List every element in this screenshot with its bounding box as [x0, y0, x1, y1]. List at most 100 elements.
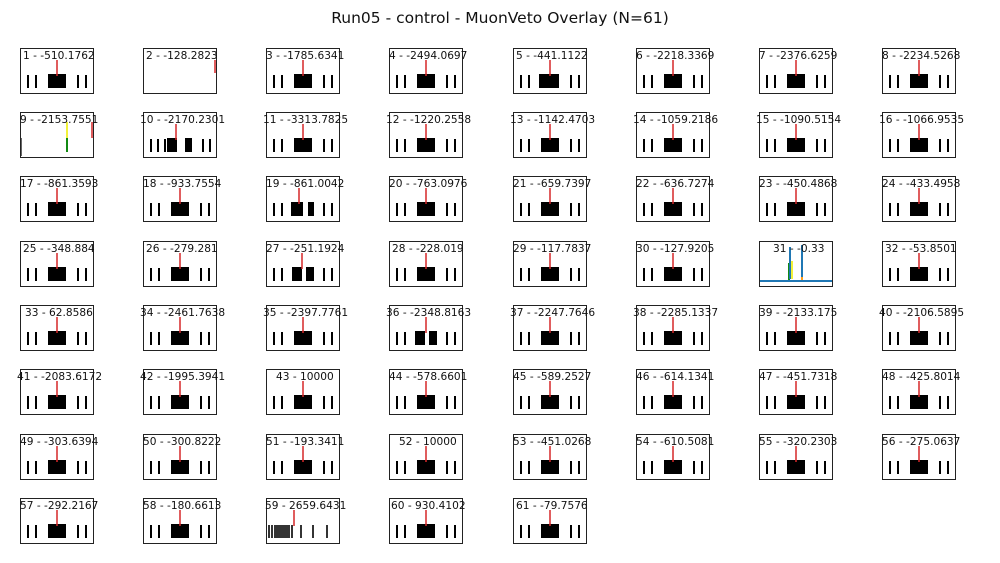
panel-plot [143, 176, 217, 222]
panel-label: 58 - -180.6613 [143, 500, 222, 512]
panel-label: 30 - -127.9205 [636, 243, 715, 255]
panel-23: 23 - -450.4868 [759, 176, 837, 222]
panel-34: 34 - -2461.7638 [140, 305, 225, 351]
pulse-block [787, 460, 805, 474]
pulse-block [415, 331, 425, 345]
panel-plot [389, 305, 463, 351]
panel-20: 20 - -763.0976 [389, 176, 467, 222]
panel-38: 38 - -2285.1337 [633, 305, 718, 351]
panel-frame [389, 369, 463, 415]
panel-label: 22 - -636.7274 [636, 178, 715, 190]
panel-label: 40 - -2106.5895 [879, 307, 965, 319]
panel-plot [266, 112, 340, 158]
panel-9: 9 - -2153.7551 [20, 112, 98, 158]
panel-plot [636, 176, 710, 222]
pulse-block [294, 331, 312, 345]
panel-frame [759, 434, 833, 480]
panel-frame [20, 369, 94, 415]
panel-plot [882, 48, 956, 94]
panel-label: 2 - -128.2823 [146, 50, 218, 62]
panel-frame [389, 305, 463, 351]
panel-frame [759, 241, 833, 287]
panel-plot [20, 112, 94, 158]
panel-plot [143, 48, 217, 94]
panel-25: 25 - -348.884 [20, 241, 95, 287]
panel-plot [389, 176, 463, 222]
panel-1: 1 - -510.1762 [20, 48, 95, 94]
panel-label: 36 - -2348.8163 [386, 307, 472, 319]
panel-24: 24 - -433.4958 [882, 176, 960, 222]
panel-33: 33 - 62.8586 [20, 305, 94, 351]
panel-label: 38 - -2285.1337 [633, 307, 719, 319]
panel-frame [143, 241, 217, 287]
panel-frame [266, 112, 340, 158]
panel-label: 8 - -2234.5268 [882, 50, 961, 62]
pulse-block [541, 138, 559, 152]
panel-plot [513, 176, 587, 222]
pulse-block [541, 395, 559, 409]
panel-label: 35 - -2397.7761 [263, 307, 349, 319]
panel-label: 55 - -320.2303 [759, 436, 838, 448]
pulse-block [294, 74, 312, 88]
panel-label: 56 - -275.0637 [882, 436, 961, 448]
pulse-block [664, 267, 682, 281]
panel-53: 53 - -451.0268 [513, 434, 591, 480]
panel-frame [882, 48, 956, 94]
panel-label: 4 - -2494.0697 [389, 50, 468, 62]
panel-18: 18 - -933.7554 [143, 176, 221, 222]
pulse-block [664, 202, 682, 216]
panel-label: 42 - -1995.3941 [140, 371, 226, 383]
pulse-block [417, 267, 435, 281]
pulse-block [48, 74, 66, 88]
panel-plot [759, 176, 833, 222]
panel-59: 59 - 2659.6431 [265, 498, 346, 544]
panel-label: 6 - -2218.3369 [636, 50, 715, 62]
panel-frame [636, 369, 710, 415]
panel-14: 14 - -1059.2186 [633, 112, 718, 158]
panel-label: 27 - -251.1924 [266, 243, 345, 255]
panel-label: 18 - -933.7554 [143, 178, 222, 190]
panel-plot [636, 434, 710, 480]
pulse-block [664, 395, 682, 409]
pulse-block [541, 267, 559, 281]
panel-label: 14 - -1059.2186 [633, 114, 719, 126]
panel-plot [389, 434, 463, 480]
pulse-block [417, 74, 435, 88]
panel-30: 30 - -127.9205 [636, 241, 714, 287]
panel-label: 25 - -348.884 [23, 243, 95, 255]
panel-42: 42 - -1995.3941 [140, 369, 225, 415]
panel-frame [513, 48, 587, 94]
panel-plot [20, 241, 94, 287]
panel-plot [759, 305, 833, 351]
panel-label: 15 - -1090.5154 [756, 114, 842, 126]
panel-13: 13 - -1142.4703 [510, 112, 595, 158]
panel-label: 21 - -659.7397 [513, 178, 592, 190]
panel-plot [20, 305, 94, 351]
panel-plot [20, 434, 94, 480]
panel-frame [389, 241, 463, 287]
panel-label: 59 - 2659.6431 [265, 500, 347, 512]
panel-frame [266, 498, 340, 544]
panel-plot [636, 305, 710, 351]
panel-frame [636, 176, 710, 222]
panel-frame [759, 176, 833, 222]
panel-label: 20 - -763.0976 [389, 178, 468, 190]
panel-label: 33 - 62.8586 [25, 307, 93, 319]
pulse-block [787, 138, 805, 152]
panel-frame [20, 241, 94, 287]
panel-plot [266, 305, 340, 351]
panel-frame [143, 369, 217, 415]
panel-plot [513, 48, 587, 94]
panel-label: 31 - -0.33 [773, 243, 825, 255]
pulse-block [171, 267, 189, 281]
panel-frame [882, 369, 956, 415]
panel-frame [882, 112, 956, 158]
panel-plot [266, 48, 340, 94]
panel-label: 49 - -303.6394 [20, 436, 99, 448]
panel-label: 12 - -1220.2558 [386, 114, 472, 126]
pulse-block [787, 202, 805, 216]
panel-plot [143, 369, 217, 415]
panel-plot [20, 48, 94, 94]
panel-label: 17 - -861.3593 [20, 178, 99, 190]
panel-plot [759, 241, 833, 287]
